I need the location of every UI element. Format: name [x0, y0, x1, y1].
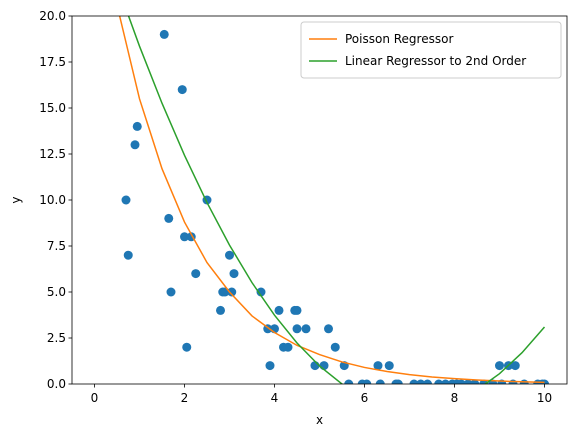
scatter-point [375, 379, 385, 384]
scatter-point [409, 379, 419, 384]
scatter-point [495, 361, 504, 371]
scatter-point [132, 121, 142, 131]
scatter-point [180, 232, 189, 242]
y-tick-label: 0.0 [47, 377, 66, 391]
scatter-point [274, 305, 284, 315]
scatter-point [344, 379, 354, 384]
regression-line [127, 16, 546, 384]
scatter-point [510, 361, 520, 371]
x-tick-label: 0 [91, 391, 99, 405]
x-tick-label: 10 [537, 391, 552, 405]
y-tick-label: 7.5 [47, 239, 66, 253]
legend-label: Poisson Regressor [345, 32, 453, 46]
scatter-point [121, 195, 131, 205]
scatter-point [227, 287, 237, 297]
scatter-point [423, 379, 432, 384]
y-tick-label: 15.0 [39, 101, 66, 115]
y-tick-label: 5.0 [47, 285, 66, 299]
plot-area [118, 16, 549, 384]
x-tick-label: 8 [451, 391, 459, 405]
x-tick-label: 2 [181, 391, 189, 405]
scatter-point [301, 324, 311, 334]
regression-line [118, 16, 545, 384]
scatter-point [441, 379, 450, 384]
scatter-point [330, 342, 340, 352]
scatter-point [164, 213, 174, 223]
scatter-point [225, 250, 234, 260]
scatter-point [434, 379, 444, 384]
scatter-point [292, 324, 302, 334]
scatter-point [463, 379, 473, 384]
scatter-point [362, 379, 372, 384]
scatter-point [123, 250, 133, 260]
y-tick-label: 2.5 [47, 331, 66, 345]
scatter-point [177, 85, 187, 95]
y-axis-label: y [9, 196, 23, 203]
y-tick-label: 20.0 [39, 9, 66, 23]
y-tick-label: 10.0 [39, 193, 66, 207]
x-tick-label: 6 [361, 391, 369, 405]
legend-box [300, 21, 562, 79]
y-tick-label: 12.5 [39, 147, 66, 161]
scatter-point [130, 140, 140, 150]
scatter-point [324, 324, 333, 334]
scatter-point [292, 305, 302, 315]
scatter-point [166, 287, 176, 297]
scatter-point [216, 305, 225, 315]
scatter-point [384, 361, 394, 371]
scatter-point [393, 379, 403, 384]
scatter-point [265, 361, 275, 371]
scatter-point [229, 269, 239, 279]
scatter-point [373, 361, 383, 371]
scatter-point [256, 287, 266, 297]
scatter-point [159, 29, 169, 39]
y-tick-label: 17.5 [39, 55, 66, 69]
x-tick-label: 4 [271, 391, 279, 405]
legend-label: Linear Regressor to 2nd Order [345, 54, 526, 68]
x-axis-label: x [316, 413, 323, 427]
scatter-point [182, 342, 192, 352]
scatter-point [283, 342, 293, 352]
scatter-point [456, 379, 466, 384]
scatter-point [416, 379, 426, 384]
scatter-point [191, 269, 201, 279]
